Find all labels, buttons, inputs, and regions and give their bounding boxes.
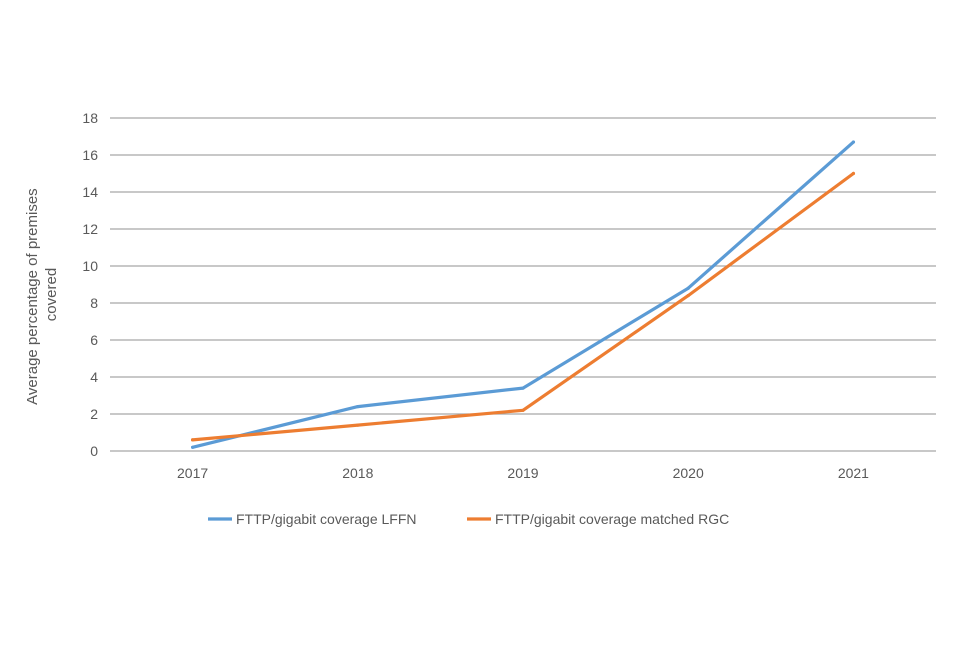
y-tick-label: 12	[82, 221, 98, 237]
data-point	[851, 140, 856, 144]
y-axis-title-line-1: Average percentage of premises	[24, 188, 41, 405]
data-point	[686, 286, 690, 290]
y-tick-label: 18	[82, 110, 98, 126]
y-tick-label: 4	[90, 369, 98, 385]
data-point	[356, 405, 360, 409]
y-axis-tick-labels: 0 2 4 6 8 10 12 14 16 18	[82, 110, 98, 459]
series-line-2	[191, 171, 856, 442]
x-axis-tick-labels: 2017 2018 2019 2020 2021	[177, 465, 869, 481]
y-axis-title: Average percentage of premises covered	[24, 184, 60, 405]
gridlines	[110, 117, 936, 452]
x-tick-label: 2019	[507, 465, 538, 481]
y-tick-label: 2	[90, 406, 98, 422]
data-point	[356, 423, 360, 427]
y-tick-label: 14	[82, 184, 98, 200]
series-line-1	[191, 140, 856, 449]
data-point	[521, 386, 525, 390]
y-axis-title-line-2: covered	[43, 268, 60, 321]
data-point	[191, 438, 195, 442]
data-point	[521, 408, 525, 412]
legend-label-1: FTTP/gigabit coverage LFFN	[236, 511, 417, 527]
x-tick-label: 2017	[177, 465, 208, 481]
x-tick-label: 2018	[342, 465, 373, 481]
y-tick-label: 6	[90, 332, 98, 348]
data-point	[686, 294, 690, 298]
y-tick-label: 10	[82, 258, 98, 274]
legend: FTTP/gigabit coverage LFFN FTTP/gigabit c…	[208, 511, 729, 527]
y-tick-label: 0	[90, 443, 98, 459]
data-series	[191, 140, 856, 449]
x-tick-label: 2021	[838, 465, 869, 481]
legend-label-2: FTTP/gigabit coverage matched RGC	[495, 511, 729, 527]
data-point	[851, 171, 856, 176]
y-tick-label: 16	[82, 147, 98, 163]
x-tick-label: 2020	[673, 465, 704, 481]
data-point	[191, 445, 195, 449]
y-tick-label: 8	[90, 295, 98, 311]
